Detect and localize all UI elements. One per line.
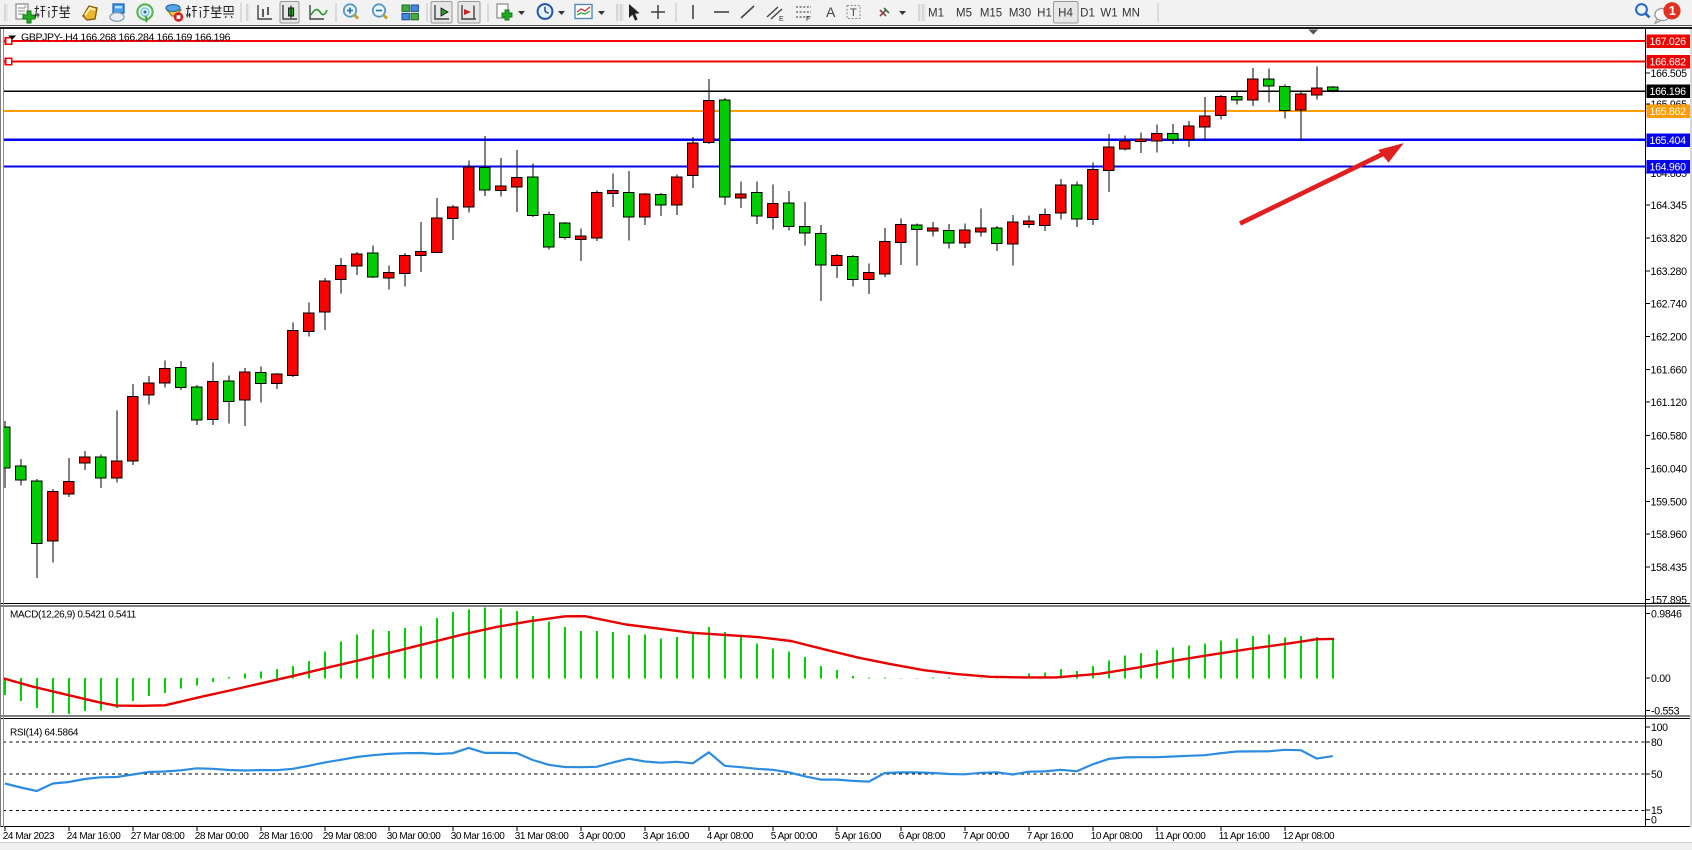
svg-text:31 Mar 08:00: 31 Mar 08:00 <box>515 831 569 842</box>
svg-text:164.960: 164.960 <box>1650 162 1687 174</box>
svg-text:-0.553: -0.553 <box>1651 706 1680 718</box>
svg-text:E: E <box>779 16 784 23</box>
svg-text:M1: M1 <box>928 8 944 20</box>
svg-text:164.345: 164.345 <box>1651 200 1688 212</box>
svg-text:15: 15 <box>1651 805 1663 817</box>
svg-text:160.040: 160.040 <box>1651 464 1688 476</box>
svg-text:M30: M30 <box>1009 8 1031 20</box>
svg-text:166.682: 166.682 <box>1650 57 1687 69</box>
svg-text:0.00: 0.00 <box>1651 673 1671 685</box>
svg-text:3 Apr 00:00: 3 Apr 00:00 <box>579 831 626 842</box>
svg-text:F: F <box>806 16 810 23</box>
svg-text:MN: MN <box>1122 8 1140 20</box>
svg-text:165.404: 165.404 <box>1650 135 1687 147</box>
svg-text:50: 50 <box>1651 769 1663 781</box>
svg-text:24 Mar 2023: 24 Mar 2023 <box>3 831 55 842</box>
svg-text:7 Apr 16:00: 7 Apr 16:00 <box>1027 831 1074 842</box>
svg-text:30 Mar 00:00: 30 Mar 00:00 <box>387 831 441 842</box>
svg-text:7 Apr 00:00: 7 Apr 00:00 <box>963 831 1010 842</box>
svg-text:M5: M5 <box>956 8 972 20</box>
svg-text:5 Apr 00:00: 5 Apr 00:00 <box>771 831 818 842</box>
svg-text:H1: H1 <box>1037 8 1052 20</box>
svg-text:160.580: 160.580 <box>1651 431 1688 443</box>
svg-text:161.120: 161.120 <box>1651 397 1688 409</box>
svg-text:162.740: 162.740 <box>1651 299 1688 311</box>
svg-text:12 Apr 08:00: 12 Apr 08:00 <box>1283 831 1335 842</box>
svg-text:5 Apr 16:00: 5 Apr 16:00 <box>835 831 882 842</box>
svg-text:28 Mar 16:00: 28 Mar 16:00 <box>259 831 313 842</box>
svg-text:0.9846: 0.9846 <box>1651 609 1682 621</box>
svg-text:RSI(14) 64.5864: RSI(14) 64.5864 <box>10 728 79 739</box>
svg-text:161.660: 161.660 <box>1651 364 1688 376</box>
svg-text:1: 1 <box>1669 4 1676 18</box>
svg-text:GBPJPY-.H4 166.268 166.284 16: GBPJPY-.H4 166.268 166.284 166.169 166.1… <box>21 32 231 44</box>
svg-text:M15: M15 <box>980 8 1002 20</box>
svg-text:163.280: 163.280 <box>1651 266 1688 278</box>
svg-text:28 Mar 00:00: 28 Mar 00:00 <box>195 831 249 842</box>
svg-text:11 Apr 00:00: 11 Apr 00:00 <box>1155 831 1206 842</box>
svg-text:MACD(12,26,9) 0.5421 0.5411: MACD(12,26,9) 0.5421 0.5411 <box>10 610 137 621</box>
svg-text:A: A <box>826 4 836 20</box>
svg-text:4 Apr 08:00: 4 Apr 08:00 <box>707 831 754 842</box>
svg-text:157.895: 157.895 <box>1651 595 1688 607</box>
svg-text:27 Mar 08:00: 27 Mar 08:00 <box>131 831 185 842</box>
svg-text:167.026: 167.026 <box>1650 36 1687 48</box>
svg-text:29 Mar 08:00: 29 Mar 08:00 <box>323 831 377 842</box>
svg-text:158.960: 158.960 <box>1651 529 1688 541</box>
svg-text:159.500: 159.500 <box>1651 497 1688 509</box>
svg-text:D1: D1 <box>1080 8 1095 20</box>
svg-text:0: 0 <box>1651 815 1657 827</box>
svg-text:24 Mar 16:00: 24 Mar 16:00 <box>67 831 121 842</box>
svg-text:166.196: 166.196 <box>1650 86 1687 98</box>
svg-text:165.862: 165.862 <box>1650 106 1687 118</box>
svg-text:10 Apr 08:00: 10 Apr 08:00 <box>1091 831 1143 842</box>
svg-text:100: 100 <box>1651 722 1668 734</box>
svg-text:158.435: 158.435 <box>1651 562 1688 574</box>
svg-text:H4: H4 <box>1058 8 1073 20</box>
svg-text:80: 80 <box>1651 737 1663 749</box>
svg-text:162.200: 162.200 <box>1651 332 1688 344</box>
svg-text:163.820: 163.820 <box>1651 233 1688 245</box>
svg-text:6 Apr 08:00: 6 Apr 08:00 <box>899 831 946 842</box>
svg-text:11 Apr 16:00: 11 Apr 16:00 <box>1219 831 1270 842</box>
svg-text:W1: W1 <box>1100 8 1117 20</box>
svg-text:T: T <box>850 7 857 19</box>
svg-text:3 Apr 16:00: 3 Apr 16:00 <box>643 831 690 842</box>
svg-text:166.505: 166.505 <box>1651 68 1688 80</box>
svg-text:30 Mar 16:00: 30 Mar 16:00 <box>451 831 505 842</box>
